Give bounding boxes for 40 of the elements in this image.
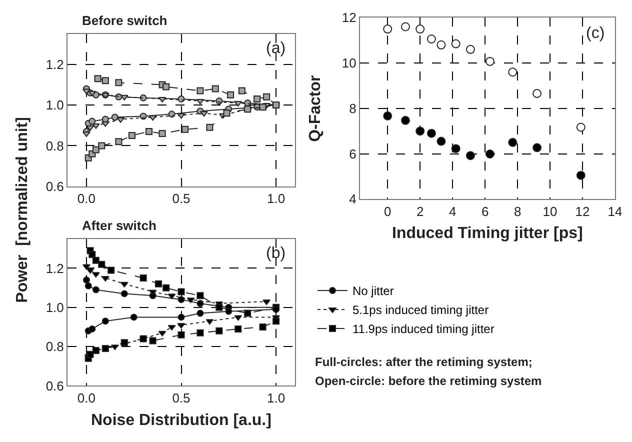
y-tick-label: 0.8 <box>46 138 64 154</box>
legend-label: No jitter <box>352 284 394 298</box>
annotation: (b) <box>266 245 286 262</box>
y-tick-label: 8 <box>349 100 356 116</box>
annotation: (c) <box>586 25 605 42</box>
y-tick-label: 0.8 <box>46 339 64 354</box>
y-tick-label: 0.6 <box>46 178 64 194</box>
x-tick-label: 0.0 <box>77 190 96 206</box>
y-tick-label: 6 <box>349 146 356 162</box>
text: Full-circles: after the retiming system; <box>315 355 532 369</box>
x-tick-label: 6 <box>481 204 489 219</box>
y-tick-label: 1.0 <box>46 98 64 113</box>
y-tick-label: 1.2 <box>46 260 64 276</box>
x-tick-label: 2 <box>416 204 424 219</box>
x-tick-label: 4 <box>448 204 456 219</box>
x-tick-label: 14 <box>608 204 622 219</box>
x-tick-label: 1.0 <box>267 390 286 406</box>
y-tick-label: 0.6 <box>46 378 64 394</box>
legend-label: 11.9ps induced timing jitter <box>352 322 494 336</box>
x-tick-label: 0.0 <box>77 390 96 406</box>
x-axis-title: Induced Timing jitter [ps] <box>392 225 583 242</box>
y-tick-label: 12 <box>342 10 356 26</box>
y-axis-title: Power [normalized unit] <box>14 117 32 303</box>
x-tick-label: 8 <box>514 204 522 219</box>
x-tick-label: 0.5 <box>172 390 190 406</box>
x-tick-label: 12 <box>575 204 590 219</box>
x-axis-title: Noise Distribution [a.u.] <box>91 412 272 429</box>
legend-label: 5.1ps induced timing jitter <box>352 303 489 318</box>
x-tick-label: 0 <box>384 204 392 219</box>
text: Open-circle: before the retiming system <box>315 374 542 388</box>
chart-title: Before switch <box>82 13 168 28</box>
chart-title: After switch <box>82 218 156 233</box>
x-tick-label: 0.5 <box>172 190 190 206</box>
x-tick-label: 10 <box>542 204 558 219</box>
y-tick-label: 1.0 <box>46 300 64 315</box>
annotation: (a) <box>266 40 286 57</box>
x-tick-label: 1.0 <box>267 190 286 206</box>
y-tick-label: 10 <box>342 56 356 71</box>
y-tick-label: 1.2 <box>46 56 64 72</box>
y-axis-title: Q-Factor <box>307 75 324 142</box>
